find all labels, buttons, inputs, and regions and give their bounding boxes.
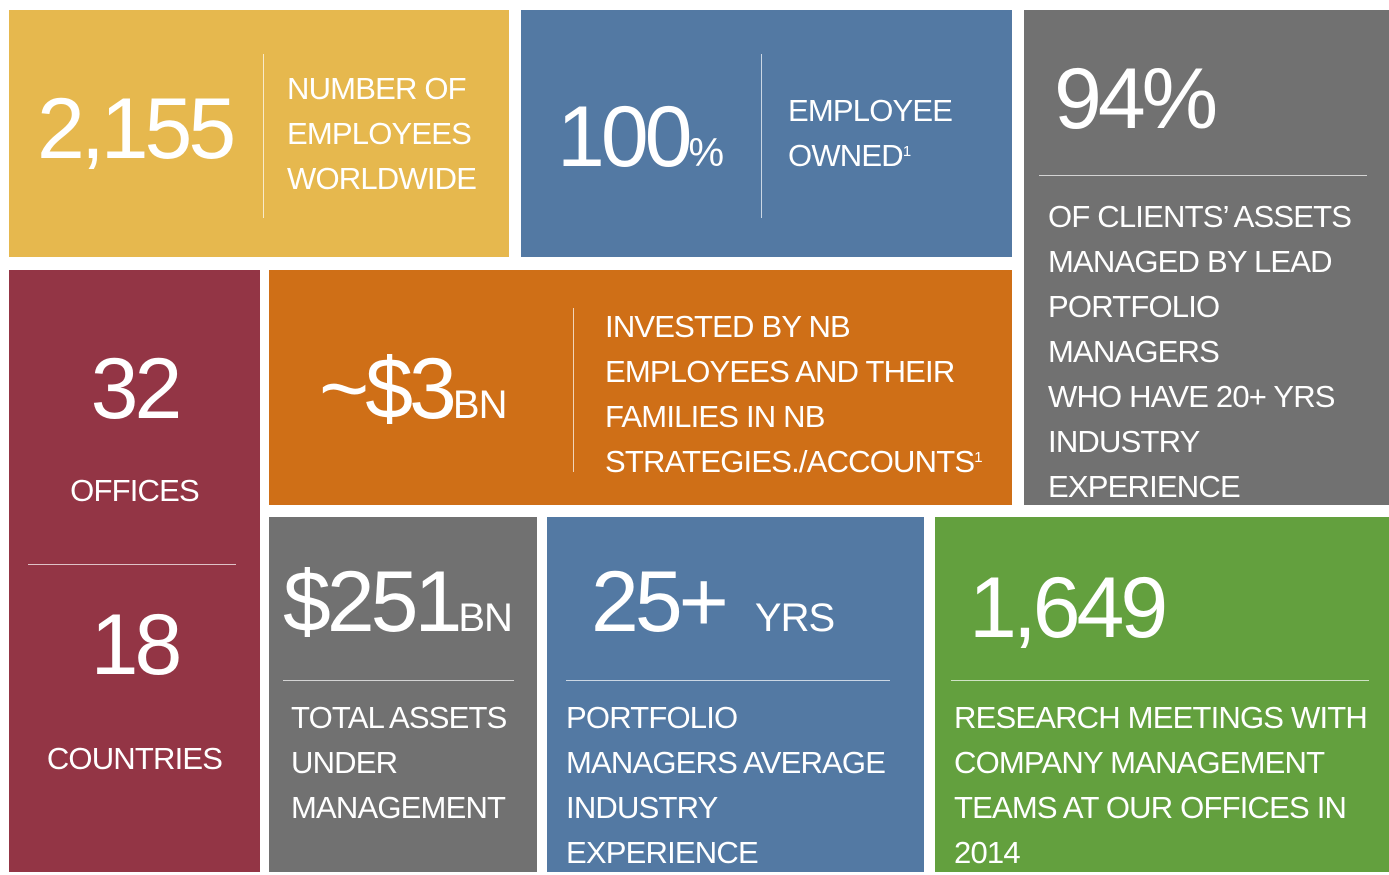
figure-unit: % [688,131,725,175]
label-line: PORTFOLIO [566,700,738,735]
label-line: 2014 [954,835,1021,870]
label: RESEARCH MEETINGS WITH COMPANY MANAGEMEN… [954,695,1368,875]
figure-number: ~$3 [319,341,457,437]
label-line: UNDER [291,745,398,780]
label: OF CLIENTS’ ASSETS MANAGED BY LEAD PORTF… [1048,194,1352,509]
tile: 25+ YRS PORTFOLIO MANAGERS AVERAGE INDUST… [547,517,924,872]
figure: 100% [557,94,725,180]
divider [1039,175,1367,176]
tile: 1,649 RESEARCH MEETINGS WITH COMPANY MAN… [935,517,1389,872]
figure-number: 100 [557,89,692,185]
figure-unit: BN [452,383,508,427]
label-line: EMPLOYEE [788,93,953,128]
figure: $251BN [283,559,513,645]
tile: ~$3BN INVESTED BY NB EMPLOYEES AND THEIR… [269,270,1012,505]
label-line: INDUSTRY [1048,424,1200,459]
label-line: MANAGERS AVERAGE [566,745,886,780]
label-line: EMPLOYEES AND THEIR [605,354,955,389]
figure: 1,649 [969,560,1168,656]
label-line: FAMILIES IN NB [605,399,825,434]
footnote: 1 [902,143,912,160]
label-line: RESEARCH MEETINGS WITH [954,700,1368,735]
label-line: EXPERIENCE [566,835,759,870]
label-line: WHO HAVE 20+ YRS [1048,379,1335,414]
label-line: WORLDWIDE [287,161,477,196]
divider [283,680,514,681]
label-line: EXPERIENCE [1048,469,1241,504]
label: INVESTED BY NB EMPLOYEES AND THEIR FAMIL… [605,304,983,484]
figure: 2,155 [37,81,236,177]
tile: 100% EMPLOYEE OWNED1 [521,10,1012,257]
figure: 94% [1054,51,1218,147]
label: NUMBER OF EMPLOYEES WORLDWIDE [287,66,477,201]
divider [28,564,236,565]
figure: 18 [90,597,183,693]
tile: $251BN TOTAL ASSETS UNDER MANAGEMENT [269,517,537,872]
label-line: MANAGEMENT [291,790,506,825]
label: COUNTRIES [9,736,260,781]
divider [761,54,762,218]
figure: ~$3BN [319,346,508,432]
label-line: PORTFOLIO [1048,289,1220,324]
figure-number: 25+ [591,554,729,650]
label-line: COMPANY MANAGEMENT [954,745,1325,780]
figure: 32 [90,341,183,437]
label-line: TOTAL ASSETS [291,700,507,735]
tile: 2,155 NUMBER OF EMPLOYEES WORLDWIDE [9,10,509,257]
label-line: INDUSTRY [566,790,718,825]
label-line: EMPLOYEES [287,116,472,151]
label-line: NUMBER OF [287,71,467,106]
label-text: OWNED [788,138,904,173]
label-text: STRATEGIES./ACCOUNTS [605,444,975,479]
footnote: 1 [974,449,983,466]
figure-unit: BN [458,596,513,640]
label: PORTFOLIO MANAGERS AVERAGE INDUSTRY EXPE… [566,695,886,875]
label-line: INVESTED BY NB [605,309,851,344]
label-line: OFFICES [70,473,200,508]
label-line: COUNTRIES [46,741,223,776]
label-line: OF CLIENTS’ ASSETS [1048,199,1352,234]
label-line: STRATEGIES./ACCOUNTS1 [605,439,983,484]
label-line: MANAGERS [1048,334,1220,369]
label: TOTAL ASSETS UNDER MANAGEMENT [291,695,507,830]
figure-unit: YRS [754,596,835,640]
label: EMPLOYEE OWNED1 [788,88,953,178]
label: OFFICES [9,468,260,513]
divider [573,308,574,472]
tile: 94% OF CLIENTS’ ASSETS MANAGED BY LEAD P… [1024,10,1389,505]
divider [951,680,1369,681]
divider [566,680,890,681]
label-line: OWNED1 [788,133,952,178]
label-line: TEAMS AT OUR OFFICES IN [954,790,1347,825]
tile: 32 OFFICES 18 COUNTRIES [9,270,260,872]
divider [263,54,264,218]
label-line: MANAGED BY LEAD [1048,244,1333,279]
figure: 25+ YRS [591,559,835,645]
figure-number: $251 [283,554,462,650]
